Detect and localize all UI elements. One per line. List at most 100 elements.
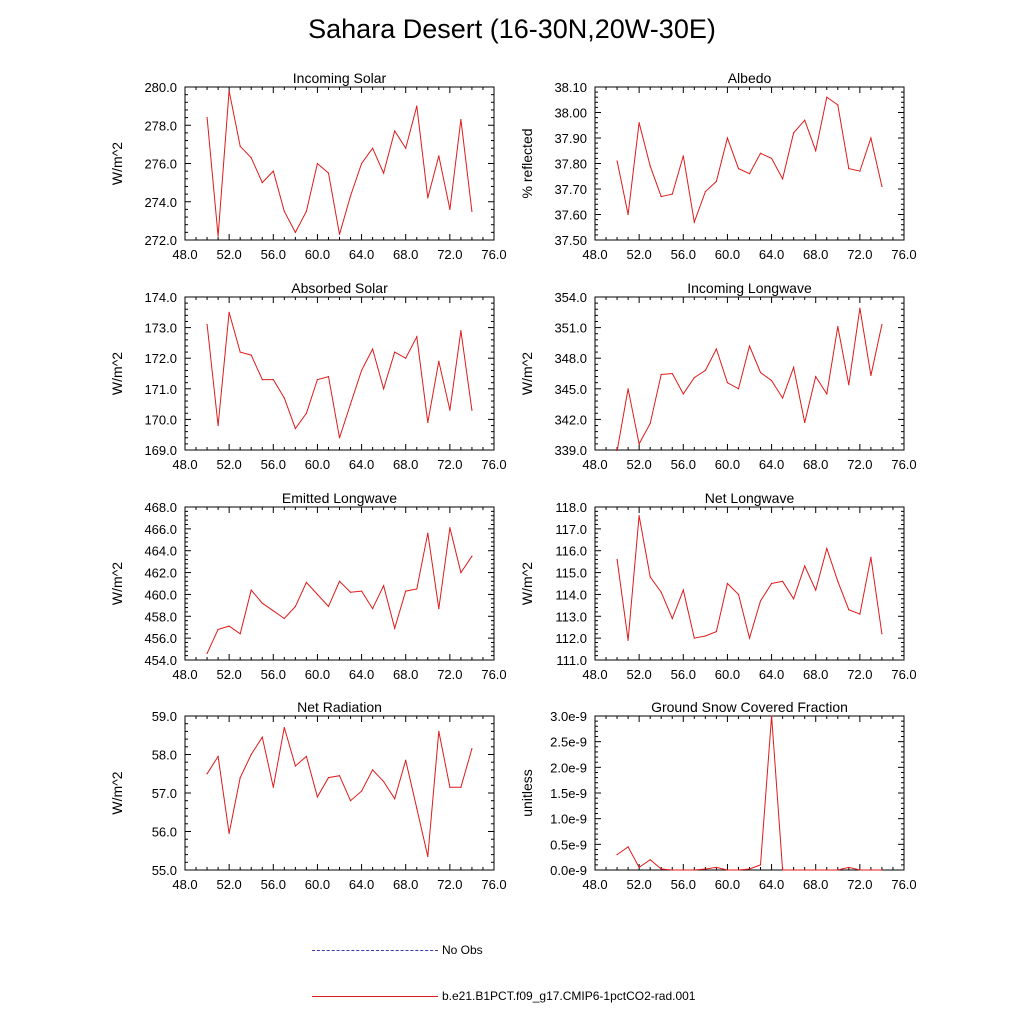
y-tick-label: 460.0 — [144, 587, 177, 602]
data-point — [206, 773, 208, 775]
data-point — [383, 172, 385, 174]
x-tick-label: 60.0 — [305, 247, 330, 262]
data-point — [737, 869, 740, 871]
x-tick-label: 68.0 — [393, 877, 418, 892]
data-point — [660, 373, 662, 376]
data-point — [228, 625, 230, 627]
y-tick-label: 468.0 — [144, 500, 177, 515]
series-line — [616, 715, 882, 871]
data-point — [206, 652, 208, 655]
data-point — [327, 375, 330, 378]
data-point — [616, 160, 618, 162]
x-tick-label: 48.0 — [582, 247, 607, 262]
data-point — [815, 869, 817, 871]
y-tick-label: 170.0 — [144, 412, 177, 427]
y-tick-label: 0.0e-9 — [550, 863, 587, 878]
x-tick-label: 60.0 — [715, 877, 740, 892]
data-point — [250, 589, 252, 591]
x-tick-label: 76.0 — [891, 457, 916, 472]
data-point — [859, 307, 861, 309]
x-tick-label: 48.0 — [172, 667, 197, 682]
chart-panel: Incoming Solar W/m^2 48.0 52.0 56.0 60.0 64.0 6… — [109, 70, 507, 262]
data-point — [649, 576, 651, 578]
data-point — [638, 443, 640, 445]
data-point — [460, 330, 462, 332]
data-point — [360, 162, 363, 165]
legend: No Obs b.e21.B1PCT.f09_g17.CMIP6-1pctCO2… — [0, 930, 1024, 1020]
x-tick-label: 76.0 — [891, 877, 916, 892]
chart-panel: Incoming Longwave W/m^2 48.0 52.0 56.0 60.0 64… — [519, 280, 917, 472]
x-tick-label: 60.0 — [305, 457, 330, 472]
chart-panel: Ground Snow Covered Fraction unitless 48.0… — [519, 699, 917, 892]
data-point — [305, 412, 307, 414]
data-point — [283, 617, 285, 620]
data-point — [338, 580, 341, 582]
data-point — [471, 748, 473, 750]
data-point — [405, 357, 407, 359]
data-point — [759, 152, 762, 154]
data-point — [228, 832, 230, 835]
data-point — [272, 170, 274, 172]
y-tick-label: 56.0 — [152, 825, 177, 840]
data-point — [338, 775, 341, 777]
chart-panels: Incoming Solar W/m^2 48.0 52.0 56.0 60.0 64.0 6… — [109, 70, 917, 892]
y-tick-label: 173.0 — [144, 321, 177, 336]
legend-label-no-obs: No Obs — [442, 943, 483, 957]
data-point — [793, 132, 795, 134]
x-tick-label: 76.0 — [481, 457, 506, 472]
x-tick-label: 76.0 — [891, 247, 916, 262]
data-point — [815, 589, 817, 591]
y-tick-label: 37.70 — [554, 182, 587, 197]
chart-panel: Albedo % reflected 48.0 52.0 56.0 60.0 64.0 68.… — [519, 70, 917, 262]
y-tick-label: 117.0 — [555, 522, 587, 537]
legend-swatch-model-run — [312, 995, 438, 997]
data-point — [737, 593, 740, 596]
data-point — [206, 323, 208, 326]
data-point — [405, 590, 407, 592]
data-point — [394, 627, 396, 629]
data-point — [881, 869, 883, 871]
data-point — [616, 854, 618, 856]
data-point — [372, 608, 374, 610]
y-tick-label: 171.0 — [144, 382, 177, 397]
data-point — [239, 777, 241, 779]
data-point — [316, 796, 319, 798]
series-line — [616, 96, 883, 225]
legend-label-model-run: b.e21.B1PCT.f09_g17.CMIP6-1pctCO2-rad.00… — [442, 989, 696, 1003]
data-point — [715, 348, 717, 350]
data-point — [759, 371, 762, 374]
data-point — [372, 769, 374, 771]
x-tick-label: 48.0 — [582, 457, 607, 472]
y-tick-label: 339.0 — [554, 443, 587, 458]
data-point — [804, 119, 806, 121]
y-tick-label: 37.80 — [554, 157, 587, 172]
data-point — [881, 323, 883, 326]
data-point — [383, 585, 385, 587]
x-tick-label: 68.0 — [803, 247, 828, 262]
data-point — [759, 864, 762, 866]
data-point — [660, 591, 662, 593]
data-point — [737, 388, 740, 390]
y-tick-label: 38.10 — [554, 80, 587, 95]
data-point — [438, 360, 440, 362]
plot-frame — [594, 86, 905, 241]
data-point — [449, 527, 451, 529]
data-point — [228, 90, 230, 92]
y-axis-label: W/m^2 — [519, 562, 535, 605]
y-tick-label: 458.0 — [144, 609, 177, 624]
data-point — [427, 197, 429, 199]
x-tick-label: 52.0 — [626, 457, 651, 472]
data-point — [294, 765, 296, 767]
x-tick-label: 56.0 — [261, 247, 286, 262]
data-point — [449, 786, 451, 788]
data-point — [748, 345, 751, 347]
data-point — [627, 388, 629, 390]
data-point — [416, 588, 418, 590]
data-point — [438, 730, 440, 733]
y-tick-label: 169.0 — [144, 443, 177, 458]
data-point — [748, 173, 751, 175]
data-point — [704, 369, 706, 372]
data-point — [649, 422, 651, 425]
data-point — [826, 547, 828, 550]
y-tick-label: 342.0 — [554, 412, 587, 427]
